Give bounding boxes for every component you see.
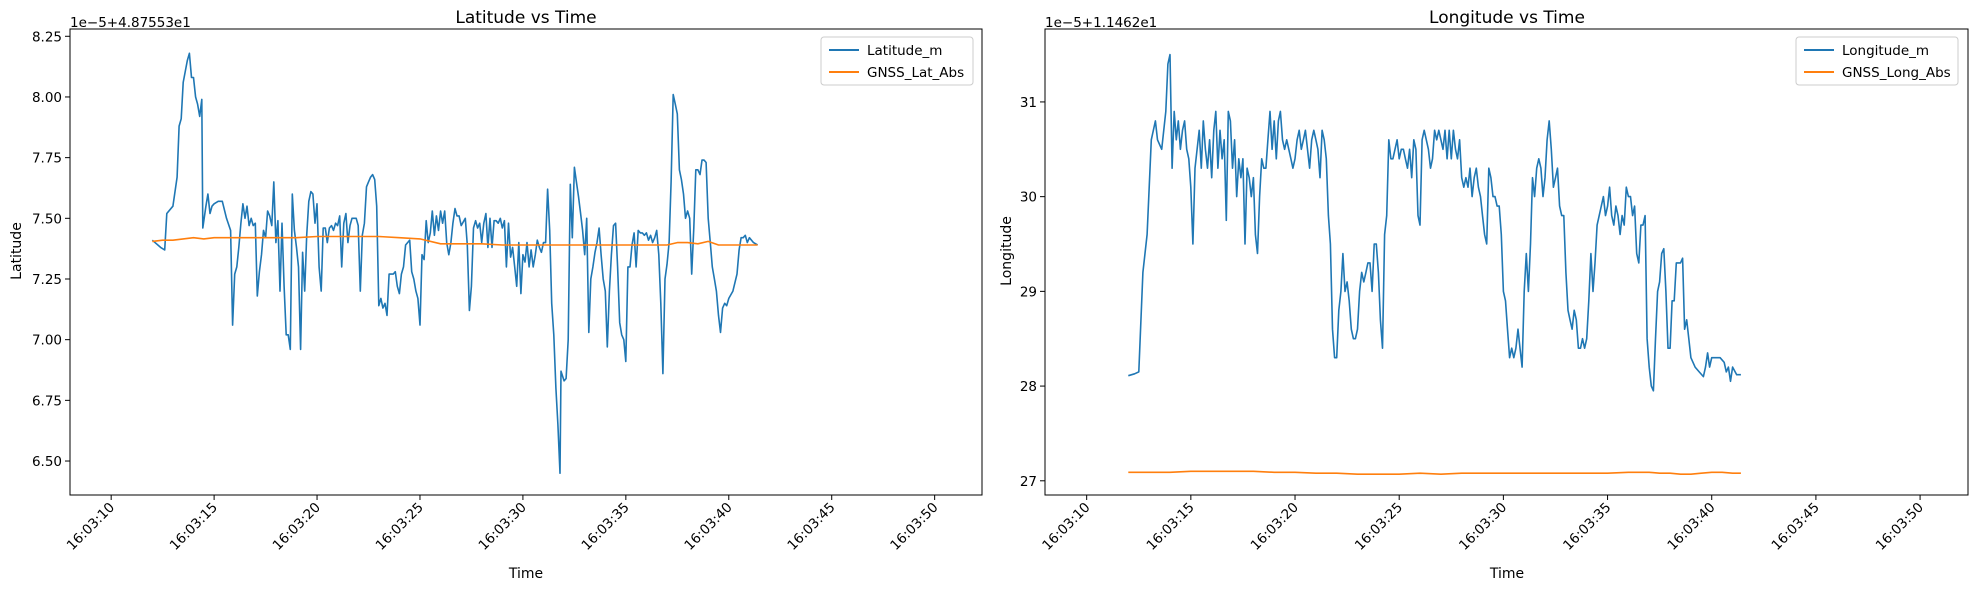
- latitude-y-tick-label: 7.00: [32, 333, 62, 349]
- longitude-offset-text: 1e−5+1.1462e1: [1045, 15, 1157, 31]
- latitude-y-axis-label: Latitude: [9, 222, 25, 280]
- latitude-y-tick-label: 7.25: [32, 272, 62, 288]
- longitude-y-tick-label: 28: [1020, 379, 1037, 395]
- longitude-legend-label-gnss-long-abs: GNSS_Long_Abs: [1842, 65, 1951, 81]
- latitude-axes-frame: [69, 28, 983, 496]
- latitude-legend-label-gnss-lat-abs: GNSS_Lat_Abs: [867, 65, 964, 81]
- longitude-legend-label-longitude-m: Longitude_m: [1842, 43, 1929, 59]
- latitude-y-tick-label: 8.00: [32, 90, 62, 106]
- longitude-y-tick-label: 31: [1020, 95, 1037, 111]
- latitude-x-axis-label: Time: [508, 566, 543, 582]
- longitude-series-line-longitude-m: [1128, 53, 1741, 392]
- longitude-legend-box: [1795, 36, 1959, 86]
- longitude-y-axis-label: Longitude: [999, 216, 1015, 286]
- longitude-legend: Longitude_m GNSS_Long_Abs: [1795, 36, 1959, 86]
- longitude-y-tick-label: 30: [1020, 190, 1037, 206]
- longitude-chart-title: Longitude vs Time: [1429, 8, 1585, 28]
- latitude-series-line-gnss-lat-abs: [152, 235, 758, 246]
- latitude-offset-text: 1e−5+4.87553e1: [70, 15, 191, 31]
- latitude-y-tick-label: 6.75: [32, 393, 62, 409]
- latitude-legend-label-latitude-m: Latitude_m: [867, 43, 942, 59]
- longitude-axes-frame: [1044, 28, 1969, 496]
- latitude-legend: Latitude_m GNSS_Lat_Abs: [820, 36, 974, 86]
- latitude-series-line-latitude-m: [151, 52, 759, 474]
- latitude-y-tick-label: 7.75: [32, 151, 62, 167]
- longitude-y-tick-label: 29: [1020, 284, 1037, 300]
- latitude-chart-title: Latitude vs Time: [455, 8, 596, 28]
- longitude-y-tick-label: 27: [1020, 474, 1037, 490]
- latitude-y-tick-label: 6.50: [32, 454, 62, 470]
- latitude-y-tick-label: 7.50: [32, 211, 62, 227]
- latitude-y-tick-label: 8.25: [32, 29, 62, 45]
- longitude-x-axis-label: Time: [1489, 566, 1524, 582]
- longitude-series-line-gnss-long-abs: [1128, 470, 1741, 475]
